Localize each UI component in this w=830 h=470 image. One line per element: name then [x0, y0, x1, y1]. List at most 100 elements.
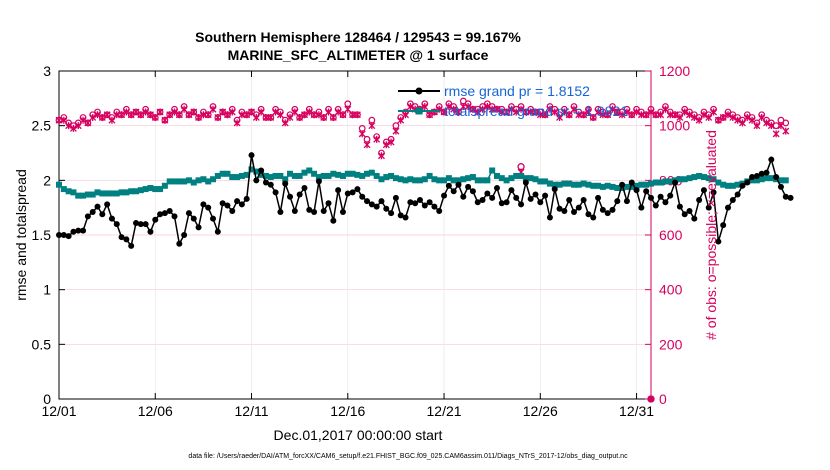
rmse-point	[315, 178, 322, 185]
rmse-point	[157, 211, 164, 218]
obs-evaluated-point	[267, 113, 275, 121]
obs-evaluated-point	[763, 119, 770, 127]
y-tick-label: 2	[43, 172, 51, 188]
rmse-point	[75, 227, 82, 234]
rmse-point	[291, 207, 298, 214]
obs-evaluated-point	[556, 113, 564, 121]
obs-evaluated-point	[233, 119, 241, 127]
rmse-point	[224, 202, 231, 209]
obs-evaluated-point	[594, 108, 602, 116]
y-tick-label-right: 0	[659, 391, 667, 407]
obs-evaluated-point	[532, 108, 539, 116]
y-tick-label: 2.5	[32, 118, 52, 134]
totalspread-point	[652, 179, 659, 186]
totalspread-point	[782, 177, 789, 184]
totalspread-point	[474, 177, 481, 184]
totalspread-point	[128, 188, 135, 195]
obs-evaluated-point	[584, 108, 592, 116]
rmse-point	[392, 194, 399, 201]
rmse-point	[643, 188, 650, 195]
rmse-point	[681, 211, 688, 218]
obs-evaluated-point	[156, 108, 164, 116]
obs-evaluated-point	[734, 116, 742, 124]
totalspread-point	[113, 190, 120, 197]
obs-evaluated-point	[171, 108, 178, 116]
rmse-point	[118, 234, 125, 241]
totalspread-point	[513, 172, 520, 179]
totalspread-point	[498, 175, 505, 182]
rmse-point	[672, 179, 679, 186]
rmse-point	[349, 189, 356, 196]
rmse-point	[696, 197, 703, 204]
rmse-point	[137, 221, 144, 228]
obs-evaluated-point	[84, 119, 92, 127]
rmse-point	[277, 209, 284, 216]
rmse-point	[715, 238, 722, 245]
totalspread-point	[725, 182, 732, 189]
totalspread-point	[378, 176, 385, 183]
x-tick-label: 12/26	[523, 403, 558, 419]
totalspread-point	[460, 176, 467, 183]
obs-evaluated-point	[353, 111, 361, 119]
rmse-point	[599, 206, 606, 213]
legend-spread-label: totalspread grand pr = 1.9821	[444, 103, 628, 119]
rmse-point	[667, 192, 674, 199]
rmse-point	[70, 228, 77, 235]
rmse-point	[89, 209, 96, 216]
rmse-point	[267, 181, 274, 188]
obs-evaluated-point	[738, 119, 746, 127]
obs-evaluated-point	[570, 105, 578, 113]
totalspread-point	[667, 178, 674, 185]
totalspread-point	[147, 184, 154, 191]
totalspread-point	[638, 181, 645, 188]
totalspread-point	[104, 190, 111, 197]
totalspread-point	[89, 191, 96, 198]
rmse-point	[662, 199, 669, 206]
rmse-point	[633, 187, 640, 194]
rmse-point	[378, 198, 385, 205]
rmse-point	[493, 184, 500, 191]
totalspread-point	[633, 182, 640, 189]
y-tick-label: 1	[43, 282, 51, 298]
totalspread-point	[710, 176, 717, 183]
rmse-point	[229, 207, 236, 214]
rmse-point	[368, 201, 375, 208]
totalspread-point	[522, 175, 529, 182]
totalspread-point	[118, 189, 125, 196]
obs-evaluated-point	[79, 116, 87, 124]
obs-evaluated-point	[94, 111, 101, 119]
obs-evaluated-point	[363, 141, 371, 149]
rmse-point	[705, 204, 712, 211]
totalspread-point	[306, 167, 313, 174]
rmse-point	[758, 170, 765, 177]
obs-evaluated-point	[748, 116, 756, 124]
obs-evaluated-point	[676, 113, 684, 121]
rmse-point	[546, 214, 553, 221]
totalspread-point	[339, 172, 346, 179]
rmse-point	[402, 214, 409, 221]
totalspread-point	[335, 171, 342, 178]
obs-evaluated-point	[695, 116, 703, 124]
obs-evaluated-point	[777, 122, 785, 130]
rmse-point	[604, 210, 611, 217]
totalspread-point	[469, 174, 476, 181]
obs-evaluated-point	[483, 103, 491, 111]
y-tick-label-right: 400	[659, 282, 683, 298]
obs-evaluated-point	[397, 116, 405, 124]
rmse-point	[287, 193, 294, 200]
totalspread-point	[570, 181, 577, 188]
obs-evaluated-point	[772, 130, 780, 138]
totalspread-point	[200, 176, 207, 183]
totalspread-point	[161, 182, 168, 189]
totalspread-point	[450, 177, 457, 184]
totalspread-point	[214, 172, 221, 179]
y-axis-label-right: # of obs: o=possible; ×=evaluated	[703, 130, 719, 340]
obs-evaluated-point	[782, 127, 790, 135]
obs-evaluated-point	[190, 108, 198, 116]
y-tick-label: 0.5	[32, 336, 52, 352]
totalspread-point	[648, 180, 654, 187]
totalspread-point	[282, 176, 289, 183]
totalspread-point	[479, 177, 486, 184]
rmse-point	[744, 179, 751, 186]
totalspread-point	[489, 167, 496, 174]
